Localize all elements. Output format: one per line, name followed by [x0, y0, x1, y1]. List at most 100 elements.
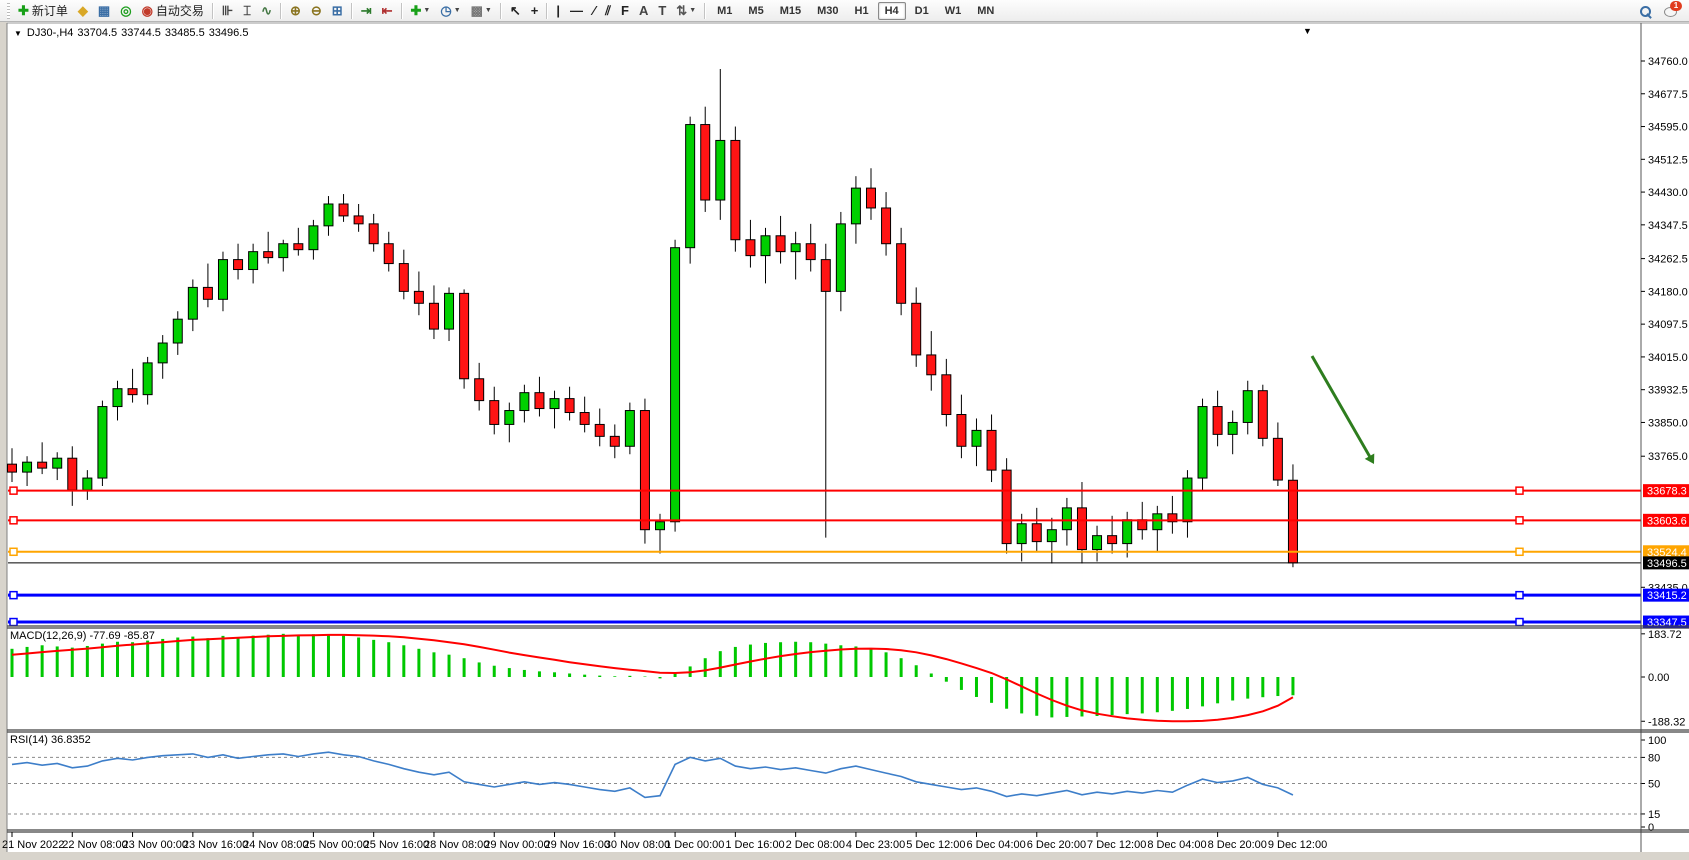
- notifications-button[interactable]: 1: [1659, 0, 1682, 21]
- price-axis-tick: 34595.0: [1648, 122, 1688, 134]
- price-line-label: 33347.5: [1647, 617, 1687, 629]
- auto-trading-button[interactable]: ◉ 自动交易: [138, 1, 208, 21]
- hline-handle[interactable]: [1515, 547, 1524, 557]
- fibonacci-icon: F: [620, 3, 629, 18]
- time-axis-label: 9 Dec 12:00: [1268, 839, 1327, 851]
- hline-handle[interactable]: [9, 516, 18, 525]
- timeframe-bar: M1 M5 M15 M30 H1 H4 D1 W1 MN: [709, 1, 1002, 20]
- time-axis-label: 29 Nov 00:00: [484, 839, 549, 851]
- hline-handle[interactable]: [1515, 486, 1524, 495]
- market-signal-button[interactable]: ◎: [116, 1, 135, 21]
- timeframe-mn[interactable]: MN: [977, 4, 995, 17]
- horizontal-line-icon: —: [570, 3, 583, 18]
- hline-handle[interactable]: [1515, 617, 1524, 627]
- zoom-out-button[interactable]: ⊖: [307, 1, 326, 21]
- gold-quotes-icon: ◆: [77, 3, 88, 18]
- trendline-button[interactable]: ∕: [589, 1, 599, 21]
- symbol-period: DJ30-,H4: [26, 27, 74, 39]
- tile-windows-button[interactable]: ⊞: [328, 1, 347, 21]
- zoom-in-button[interactable]: ⊕: [286, 1, 305, 21]
- arrows-button[interactable]: ⇅ ▼: [672, 1, 700, 21]
- auto-scroll-button[interactable]: ⇥: [357, 1, 376, 21]
- time-axis-label: 8 Dec 20:00: [1208, 839, 1267, 851]
- timeframe-m1[interactable]: M1: [717, 4, 733, 17]
- chart-title: ▼ DJ30-,H4 33704.5 33744.5 33485.5 33496.5: [14, 27, 252, 39]
- hline-handle[interactable]: [1515, 516, 1524, 525]
- hline-handle[interactable]: [9, 547, 18, 557]
- time-axis-label: 25 Nov 16:00: [364, 839, 429, 851]
- chart-shift-button[interactable]: ⇤: [378, 1, 397, 21]
- hline-handle[interactable]: [1515, 590, 1524, 600]
- time-axis-label: 6 Dec 20:00: [1027, 839, 1086, 851]
- notifications-icon: 1: [1663, 0, 1682, 19]
- main-toolbar: ✚ 新订单 ◆ ▦ ◎ ◉ 自动交易 ⊪ ⌶ ∿ ⊕ ⊖ ⊞ ⇥ ⇤ ✚ ▼ ◷ ▼ ▩ ▼ ↖ + | — ∕ ⫽ F A T ⇅ ▼ M1…: [0, 0, 1689, 22]
- periods-button[interactable]: ◷ ▼: [436, 1, 464, 21]
- price-axis-tick: 34430.0: [1648, 187, 1688, 199]
- chart-menu-icon[interactable]: ▼: [1303, 26, 1312, 36]
- zoom-out-icon: ⊖: [310, 3, 322, 18]
- line-chart-mode-button[interactable]: ∿: [257, 1, 276, 21]
- trend-arrow-annotation[interactable]: [1364, 453, 1375, 464]
- hline-handle[interactable]: [9, 590, 18, 600]
- arrows-icon: ⇅: [676, 3, 688, 18]
- price-axis-tick: 33932.5: [1648, 385, 1688, 397]
- cursor-button[interactable]: ↖: [506, 1, 525, 21]
- toolbar-separator: [350, 2, 353, 19]
- time-axis-label: 30 Nov 08:00: [605, 839, 670, 851]
- text-label-button[interactable]: T: [654, 1, 670, 21]
- equidistant-channel-button[interactable]: ⫽: [601, 1, 615, 21]
- bar-chart-mode-button[interactable]: ⊪: [218, 1, 237, 21]
- time-axis-label: 2 Dec 08:00: [786, 839, 845, 851]
- vertical-line-button[interactable]: |: [552, 1, 564, 21]
- gold-quotes-button[interactable]: ◆: [74, 1, 92, 21]
- crosshair-button[interactable]: +: [527, 1, 543, 21]
- crosshair-icon: +: [530, 3, 539, 18]
- text-icon: A: [638, 3, 649, 18]
- chevron-down-icon: ▼: [423, 7, 431, 14]
- fibonacci-button[interactable]: F: [617, 1, 633, 21]
- new-order-button[interactable]: ✚ 新订单: [14, 1, 72, 21]
- candlestick-mode-button[interactable]: ⌶: [239, 1, 255, 21]
- timeframe-h1[interactable]: H1: [854, 4, 869, 17]
- price-axis-tick: 34180.0: [1648, 286, 1688, 298]
- timeframe-d1[interactable]: D1: [914, 4, 929, 17]
- timeframe-m5[interactable]: M5: [748, 4, 764, 17]
- charts-window-button[interactable]: ▦: [94, 1, 114, 21]
- tile-windows-icon: ⊞: [331, 3, 343, 18]
- toolbar-separator: [279, 2, 282, 19]
- symbol-dropdown-icon[interactable]: ▼: [14, 29, 22, 38]
- time-axis-label: 1 Dec 16:00: [725, 839, 784, 851]
- search-button[interactable]: [1634, 1, 1657, 21]
- time-axis-label: 23 Nov 16:00: [183, 839, 248, 851]
- chevron-down-icon: ▼: [453, 7, 461, 14]
- toolbar-separator: [704, 2, 707, 19]
- time-axis-label: 6 Dec 04:00: [966, 839, 1025, 851]
- toolbar-left-group: ✚ 新订单 ◆ ▦ ◎ ◉ 自动交易 ⊪ ⌶ ∿ ⊕ ⊖ ⊞ ⇥ ⇤ ✚ ▼ ◷ ▼ ▩ ▼ ↖ + | — ∕ ⫽ F A T ⇅ ▼: [4, 1, 701, 21]
- cursor-icon: ↖: [509, 3, 521, 18]
- auto-trading-label: 自动交易: [155, 4, 204, 18]
- text-button[interactable]: A: [635, 1, 652, 21]
- timeframe-h4[interactable]: H4: [877, 1, 906, 20]
- ohlc-open: 33704.5: [77, 27, 118, 39]
- timeframe-w1[interactable]: W1: [944, 4, 962, 17]
- rsi-axis-tick: 0: [1648, 822, 1654, 834]
- equidistant-channel-icon: ⫽: [605, 3, 611, 18]
- timeframe-m30[interactable]: M30: [817, 4, 839, 17]
- timeframe-m15[interactable]: M15: [779, 4, 802, 17]
- indicators-button[interactable]: ✚ ▼: [407, 1, 435, 21]
- templates-button[interactable]: ▩ ▼: [467, 1, 496, 21]
- hline-handle[interactable]: [9, 486, 18, 495]
- hline-handle[interactable]: [9, 617, 18, 627]
- bar-chart-mode-icon: ⊪: [221, 3, 234, 18]
- new-order-icon: ✚: [18, 3, 29, 18]
- time-axis-label: 1 Dec 00:00: [665, 839, 724, 851]
- price-line-label: 33496.5: [1647, 558, 1687, 570]
- macd-indicator-label: MACD(12,26,9) -77.69 -85.87: [10, 630, 155, 642]
- indicators-icon: ✚: [410, 3, 422, 18]
- price-axis-tick: 34512.5: [1648, 154, 1688, 166]
- price-line-label: 33678.3: [1647, 486, 1687, 498]
- chart-shift-icon: ⇤: [381, 3, 393, 18]
- horizontal-line-button[interactable]: —: [566, 1, 587, 21]
- zoom-in-icon: ⊕: [289, 3, 301, 18]
